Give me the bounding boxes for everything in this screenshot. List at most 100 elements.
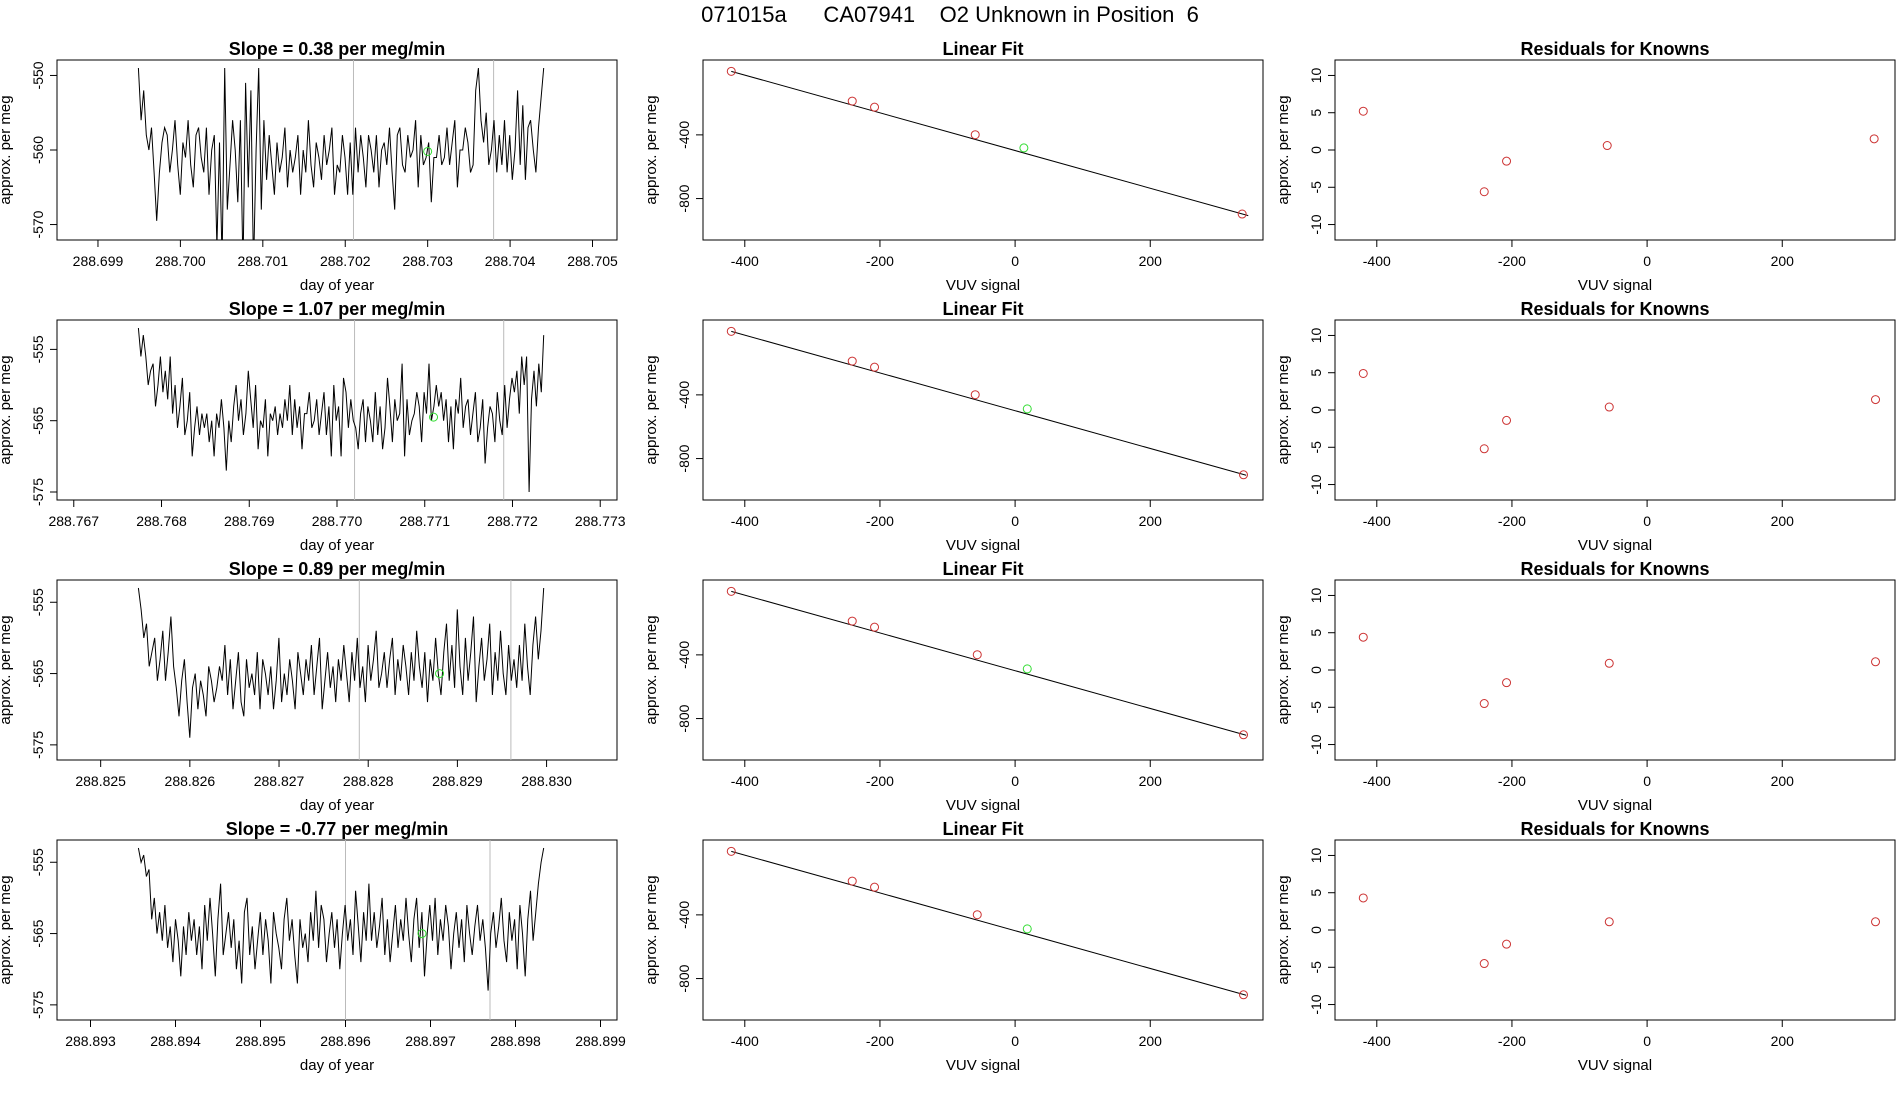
plot-frame — [1334, 839, 1896, 1021]
known-point — [847, 356, 857, 366]
y-tick-label: 5 — [1308, 889, 1324, 897]
x-tick-label: 200 — [1139, 773, 1163, 789]
plot-title: Linear Fit — [942, 299, 1023, 319]
y-tick-label: 0 — [1308, 926, 1324, 934]
y-tick-label: 10 — [1308, 327, 1324, 343]
residuals-panel: Residuals for Knowns VUV signal approx. pe… — [1275, 39, 1896, 294]
known-point — [726, 66, 736, 76]
x-tick-label: -200 — [1498, 1033, 1526, 1049]
x-axis-label: day of year — [300, 537, 374, 554]
y-tick-label: -555 — [30, 848, 46, 876]
y-tick-label: 5 — [1308, 629, 1324, 637]
plot-area — [137, 60, 545, 240]
x-axis-label: VUV signal — [1578, 277, 1652, 294]
y-tick-label: -400 — [676, 121, 692, 149]
y-tick-label: -570 — [30, 210, 46, 238]
y-tick-label: 0 — [1308, 666, 1324, 674]
plot-frame — [56, 579, 618, 761]
x-tick-label: -400 — [1363, 1033, 1391, 1049]
known-point — [726, 586, 736, 596]
y-axis-label: approx. per meg — [0, 355, 14, 464]
x-tick-label: 288.705 — [567, 253, 618, 269]
unknown-point — [435, 669, 445, 679]
known-point — [972, 650, 982, 660]
unknown-point — [1022, 924, 1032, 934]
x-tick-label: 200 — [1139, 253, 1163, 269]
x-tick-label: 0 — [1011, 253, 1019, 269]
known-point — [726, 846, 736, 856]
x-tick-label: 288.699 — [73, 253, 124, 269]
residual-point — [1871, 917, 1881, 927]
y-tick-label: -800 — [676, 184, 692, 212]
residual-point — [1502, 678, 1512, 688]
x-axis-label: VUV signal — [946, 797, 1020, 814]
x-tick-label: 200 — [1771, 773, 1795, 789]
y-tick-label: -400 — [676, 901, 692, 929]
residual-point — [1479, 699, 1489, 709]
y-tick-label: 0 — [1308, 146, 1324, 154]
y-tick-label: -800 — [676, 704, 692, 732]
y-tick-label: -550 — [30, 61, 46, 89]
unknown-point — [417, 929, 427, 939]
x-tick-label: 0 — [1643, 1033, 1651, 1049]
known-point — [1239, 470, 1249, 480]
x-tick-label: -400 — [731, 253, 759, 269]
linear-fit-panel: Linear Fit VUV signal approx. per meg -400 -… — [643, 559, 1264, 814]
x-tick-label: 288.899 — [575, 1033, 626, 1049]
x-tick-label: 0 — [1643, 513, 1651, 529]
residual-point — [1358, 368, 1368, 378]
x-tick-label: 288.829 — [432, 773, 483, 789]
x-tick-label: -200 — [866, 773, 894, 789]
residual-point — [1604, 917, 1614, 927]
residual-point — [1479, 959, 1489, 969]
x-tick-label: 288.767 — [48, 513, 99, 529]
known-point — [847, 616, 857, 626]
residual-point — [1479, 187, 1489, 197]
residual-point — [1604, 658, 1614, 668]
y-tick-label: -565 — [30, 919, 46, 947]
known-point — [1239, 990, 1249, 1000]
fit-line — [731, 330, 1247, 476]
y-tick-label: -10 — [1308, 214, 1324, 234]
x-tick-label: 288.895 — [235, 1033, 286, 1049]
x-tick-label: 288.828 — [343, 773, 394, 789]
plot-title: Slope = 0.89 per meg/min — [229, 559, 446, 579]
residuals-panel: Residuals for Knowns VUV signal approx. pe… — [1275, 299, 1896, 554]
y-tick-label: -555 — [30, 335, 46, 363]
timeseries-panel: Slope = 1.07 per meg/min day of year appro… — [0, 299, 626, 554]
residuals-panel: Residuals for Knowns VUV signal approx. pe… — [1275, 819, 1896, 1074]
plot-title: Residuals for Knowns — [1520, 819, 1709, 839]
y-tick-label: -5 — [1308, 961, 1324, 974]
x-tick-label: 0 — [1011, 513, 1019, 529]
residual-point — [1871, 395, 1881, 405]
plot-title: Residuals for Knowns — [1520, 559, 1709, 579]
plot-frame — [56, 839, 618, 1021]
y-tick-label: 10 — [1308, 67, 1324, 83]
x-axis-label: VUV signal — [946, 277, 1020, 294]
y-tick-label: -565 — [30, 406, 46, 434]
plot-frame — [702, 319, 1264, 501]
timeseries-panel: Slope = 0.38 per meg/min day of year appro… — [0, 39, 618, 294]
y-tick-label: 5 — [1308, 369, 1324, 377]
known-point — [847, 96, 857, 106]
known-point — [1237, 209, 1247, 219]
unknown-point — [423, 146, 433, 156]
y-axis-label: approx. per meg — [0, 875, 14, 984]
x-axis-label: day of year — [300, 1057, 374, 1074]
known-point — [970, 130, 980, 140]
x-tick-label: 288.768 — [136, 513, 187, 529]
y-tick-label: -5 — [1308, 441, 1324, 454]
timeseries-panel: Slope = -0.77 per meg/min day of year appr… — [0, 819, 626, 1074]
x-tick-label: 288.830 — [521, 773, 572, 789]
x-tick-label: 288.700 — [155, 253, 206, 269]
known-point — [870, 362, 880, 372]
x-axis-label: VUV signal — [1578, 1057, 1652, 1074]
x-axis-label: VUV signal — [946, 537, 1020, 554]
x-tick-label: -400 — [731, 513, 759, 529]
plot-area — [137, 580, 545, 760]
timeseries-line — [137, 67, 545, 240]
y-axis-label: approx. per meg — [0, 95, 14, 204]
plot-area — [137, 320, 545, 500]
x-tick-label: 288.770 — [312, 513, 363, 529]
